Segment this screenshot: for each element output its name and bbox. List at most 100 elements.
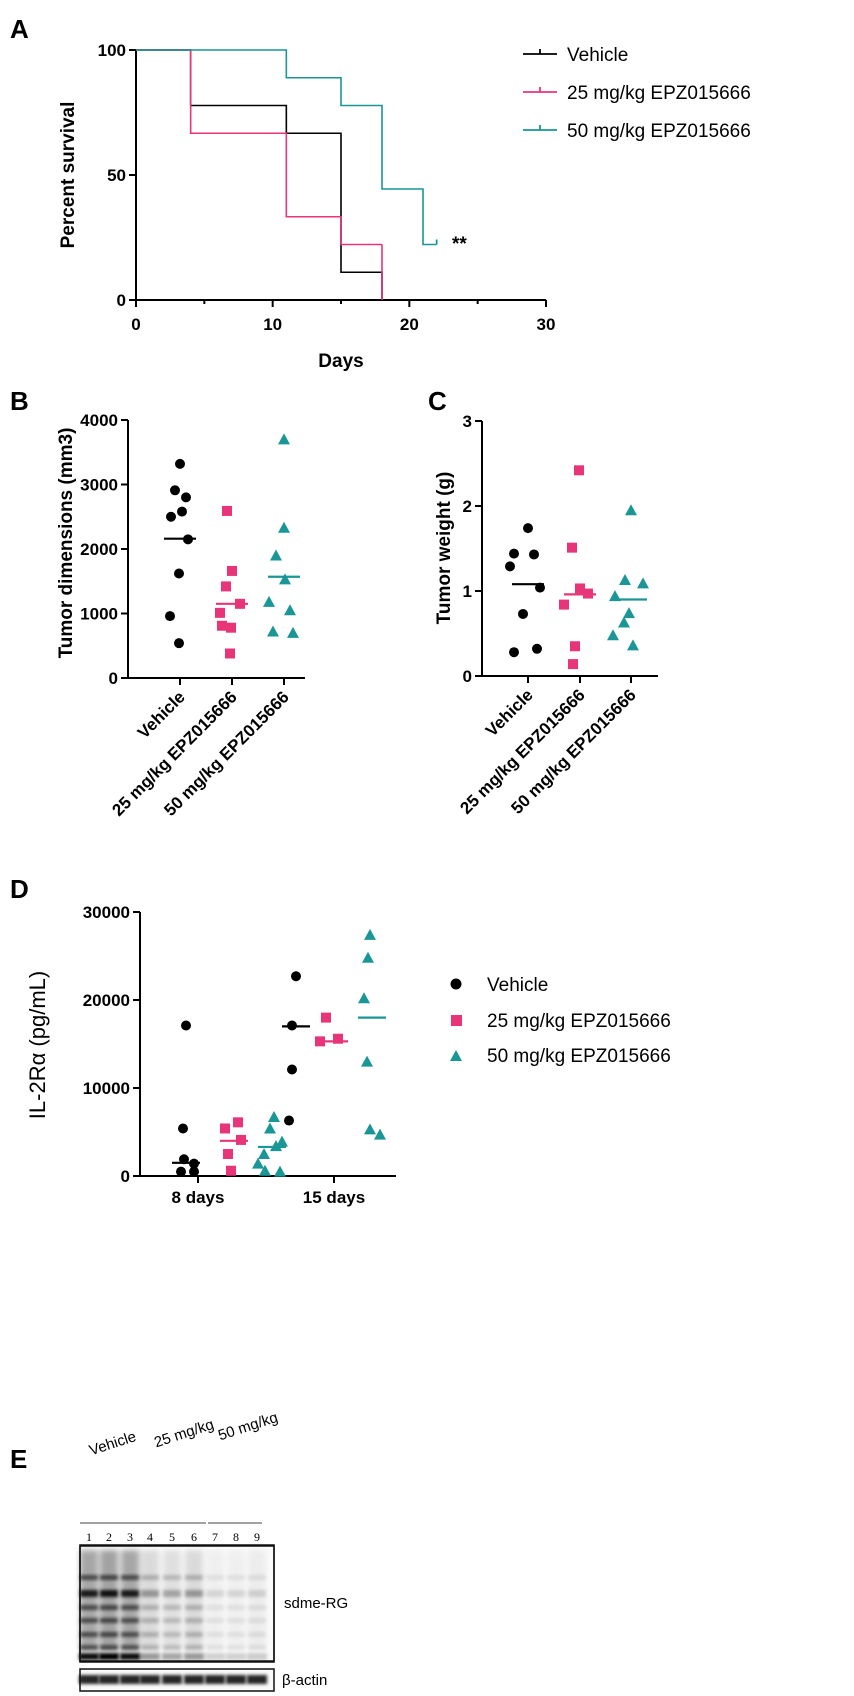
a-x-tick-label: 20 [400, 315, 419, 334]
blot-band [227, 1632, 245, 1637]
blot-band [248, 1605, 266, 1610]
c-point [637, 577, 649, 589]
panel-label-a: A [10, 14, 29, 44]
d-point [364, 1123, 376, 1135]
b-point [267, 625, 279, 637]
blot-band [100, 1590, 118, 1597]
blot-band [163, 1575, 181, 1580]
d-point [181, 1020, 191, 1031]
blot-band-bottom [120, 1653, 140, 1660]
actin-band [205, 1675, 225, 1684]
blot-band [248, 1618, 266, 1623]
b-point [278, 433, 290, 445]
d-point [258, 1148, 270, 1159]
b-point [166, 511, 176, 522]
c-point [627, 639, 639, 651]
panel-label-d: D [10, 874, 29, 904]
d-point [364, 928, 376, 940]
blot-band-bottom [99, 1653, 119, 1660]
blot-band [163, 1632, 181, 1637]
blot-group-vehicle: Vehicle [87, 1428, 138, 1459]
d-point [274, 1165, 286, 1177]
blot-band [80, 1590, 98, 1597]
b-point [284, 604, 296, 616]
d-y-tick-label: 20000 [83, 991, 130, 1010]
blot-band [206, 1590, 224, 1597]
panel-label-c: C [428, 386, 447, 416]
tumor-dimensions-chart: Tumor dimensions (mm3) 0 1000 2000 3000 4000… [56, 411, 305, 820]
c-point [623, 607, 635, 619]
blot-bands [79, 1550, 267, 1660]
d-y-tick-label: 10000 [83, 1079, 130, 1098]
lane-label: 9 [254, 1530, 260, 1544]
d-point [374, 1128, 386, 1140]
d-point [223, 1149, 233, 1159]
b-point [222, 505, 232, 516]
d-point [321, 1012, 331, 1023]
d-y-tick-label: 30000 [83, 903, 130, 922]
b-y-tick-label: 0 [109, 669, 118, 688]
lane-label: 8 [233, 1530, 239, 1544]
survival-chart: Percent survival Days ** Vehicle 25 mg/k… [58, 41, 751, 372]
c-point [574, 465, 584, 476]
legend-label-25mg: 25 mg/kg EPZ015666 [567, 83, 751, 104]
blot-band [185, 1575, 203, 1580]
blot-band [227, 1618, 245, 1623]
d-point [264, 1122, 276, 1134]
lane-label: 7 [212, 1530, 218, 1544]
blot-band [206, 1645, 224, 1650]
blot-band [121, 1632, 139, 1637]
blot-band [100, 1605, 118, 1610]
blot-band [141, 1575, 159, 1580]
d-point [284, 1115, 294, 1126]
b-point [279, 573, 291, 585]
c-point [619, 573, 631, 585]
b-point [226, 622, 236, 633]
b-y-tick-label: 2000 [80, 540, 118, 559]
d-point [176, 1166, 186, 1177]
blot-band [163, 1605, 181, 1610]
d-point [220, 1123, 230, 1134]
c-point [559, 599, 569, 610]
b-y-tick-label: 1000 [80, 605, 118, 624]
d-legend-label-vehicle: Vehicle [487, 975, 548, 996]
d-point [276, 1135, 288, 1147]
b-point [177, 506, 187, 517]
blot-band-bottom [205, 1653, 225, 1660]
legend-label-vehicle: Vehicle [567, 45, 628, 66]
blot-band [100, 1645, 118, 1650]
actin-band [140, 1675, 160, 1684]
blot-band-bottom [79, 1653, 99, 1660]
blot-band-bottom [140, 1653, 160, 1660]
c-point [523, 523, 533, 534]
actin-band [79, 1675, 99, 1684]
blot-band [206, 1632, 224, 1637]
b-point [278, 521, 290, 533]
a-y-tick-label: 100 [98, 41, 126, 60]
lane-label: 2 [106, 1530, 112, 1544]
a-x-tick-label: 30 [537, 315, 556, 334]
c-point [568, 659, 578, 670]
b-point [227, 565, 237, 576]
c-point [567, 542, 577, 553]
blot-band [141, 1632, 159, 1637]
b-point [174, 568, 184, 579]
a-y-tick-label: 0 [117, 291, 126, 310]
d-category-label: 15 days [303, 1188, 365, 1207]
b-point [175, 458, 185, 469]
blot-band [80, 1605, 98, 1610]
b-point [174, 638, 184, 649]
survival-line-2 [136, 49, 437, 246]
d-point [291, 971, 301, 982]
d-legend: Vehicle 25 mg/kg EPZ015666 50 mg/kg EPZ0… [450, 975, 671, 1067]
c-point [505, 561, 515, 572]
b-point [221, 581, 231, 592]
blot-band [100, 1575, 118, 1580]
c-y-tick-label: 0 [463, 667, 472, 686]
actin-band [120, 1675, 140, 1684]
blot-band [80, 1618, 98, 1623]
lane-label: 3 [127, 1530, 133, 1544]
